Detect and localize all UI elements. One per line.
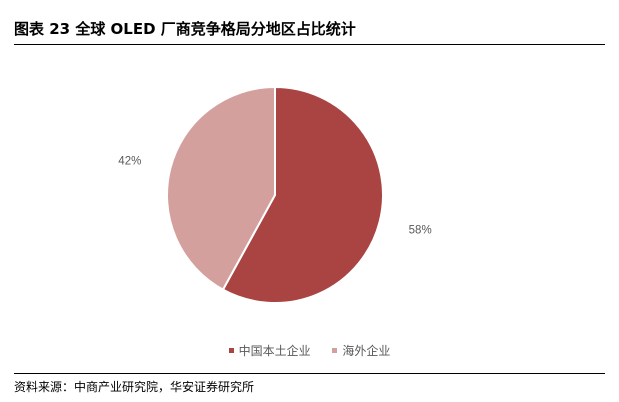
chart-legend: 中国本土企业 海外企业 <box>0 342 619 359</box>
title-rule <box>14 44 605 45</box>
data-label-domestic: 58% <box>409 224 432 236</box>
legend-item-domestic: 中国本土企业 <box>228 342 311 359</box>
data-label-overseas: 42% <box>118 156 141 168</box>
legend-label-overseas: 海外企业 <box>342 344 391 358</box>
source-rule <box>14 373 605 374</box>
pie-chart: 58% 42% <box>118 85 432 304</box>
legend-label-domestic: 中国本土企业 <box>238 344 311 358</box>
pie-slice-overseas <box>166 85 276 292</box>
source-note: 资料来源：中商产业研究院，华安证券研究所 <box>14 380 255 394</box>
pie-slice-domestic <box>221 85 384 304</box>
figure-title: 图表 23 全球 OLED 厂商竞争格局分地区占比统计 <box>14 20 356 38</box>
legend-swatch-domestic <box>228 348 234 353</box>
legend-swatch-overseas <box>332 348 338 353</box>
legend-item-overseas: 海外企业 <box>332 342 390 359</box>
